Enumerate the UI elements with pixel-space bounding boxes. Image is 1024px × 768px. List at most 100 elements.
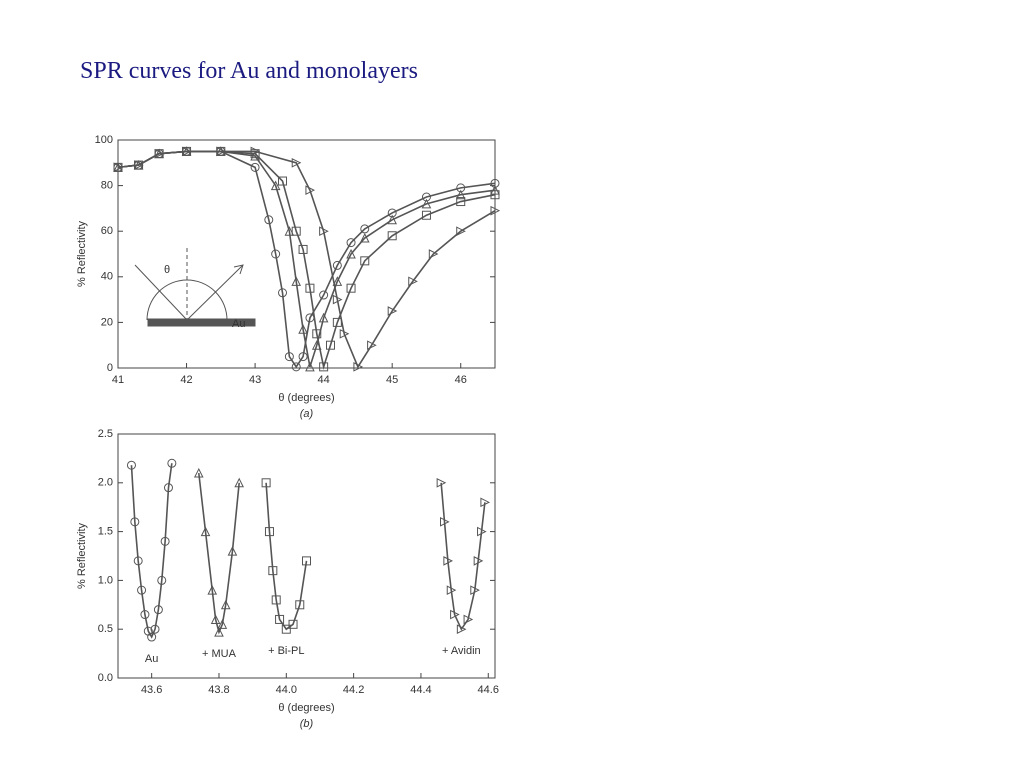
marker <box>160 536 170 546</box>
marker <box>214 627 224 637</box>
marker <box>387 231 397 241</box>
x-tick-label: 41 <box>112 374 124 386</box>
marker <box>271 249 281 259</box>
marker <box>367 340 377 351</box>
marker <box>134 160 144 170</box>
marker <box>193 467 204 478</box>
marker <box>133 556 143 566</box>
x-tick-label: 44 <box>318 374 330 386</box>
caption: (b) <box>300 718 314 730</box>
marker <box>216 146 226 157</box>
series-label: + Avidin <box>442 645 481 657</box>
marker <box>291 226 301 236</box>
marker <box>440 517 450 527</box>
marker <box>154 148 165 159</box>
marker <box>421 198 432 209</box>
marker <box>421 210 431 220</box>
series-line <box>265 482 308 631</box>
marker <box>490 205 501 216</box>
x-tick-label: 44.2 <box>343 684 364 696</box>
marker <box>305 185 316 195</box>
marker <box>319 362 329 372</box>
y-tick-label: 40 <box>101 271 113 283</box>
marker <box>182 146 192 157</box>
y-tick-label: 80 <box>101 180 113 192</box>
y-tick-label: 1.5 <box>98 526 113 538</box>
marker <box>387 208 397 218</box>
marker <box>490 185 500 195</box>
marker <box>220 599 231 610</box>
marker <box>147 632 157 642</box>
inset-arrow <box>233 264 244 275</box>
marker <box>387 214 397 225</box>
y-tick-label: 0.0 <box>98 672 113 684</box>
marker <box>288 619 298 629</box>
caption: (a) <box>300 408 314 420</box>
marker <box>140 610 150 620</box>
inset-incident <box>134 264 188 321</box>
marker <box>271 595 281 605</box>
marker <box>284 226 295 236</box>
marker <box>298 324 308 334</box>
marker <box>227 546 238 556</box>
x-tick-label: 45 <box>386 374 398 386</box>
y-tick-label: 2.5 <box>98 428 113 440</box>
marker <box>332 294 343 305</box>
inset-film <box>147 318 256 327</box>
series-line <box>440 482 486 631</box>
x-tick-label: 42 <box>180 374 192 386</box>
marker <box>332 260 342 270</box>
marker <box>210 614 221 624</box>
x-tick-label: 43 <box>249 374 261 386</box>
marker <box>291 362 301 372</box>
marker <box>295 600 305 610</box>
marker <box>346 248 356 259</box>
y-tick-label: 60 <box>101 225 113 237</box>
marker <box>200 526 211 537</box>
marker <box>291 157 302 168</box>
marker <box>446 585 457 595</box>
inset-diagram <box>134 248 256 327</box>
marker <box>264 527 274 537</box>
marker <box>456 183 466 193</box>
marker <box>250 146 261 157</box>
y-tick-label: 2.0 <box>98 477 113 489</box>
marker <box>126 460 136 470</box>
marker <box>339 328 350 339</box>
marker <box>130 517 140 527</box>
marker <box>291 276 302 286</box>
y-tick-label: 1.0 <box>98 574 113 586</box>
marker <box>278 176 288 186</box>
inset-reflected <box>186 264 244 321</box>
marker <box>298 244 308 254</box>
marker <box>275 614 285 624</box>
marker <box>150 624 160 634</box>
marker <box>480 497 491 508</box>
marker <box>408 276 418 287</box>
marker <box>450 609 460 620</box>
marker <box>346 238 356 248</box>
marker <box>360 224 370 234</box>
x-tick-label: 44.4 <box>410 684 431 696</box>
marker <box>217 619 228 629</box>
marker <box>157 575 167 585</box>
series-line <box>117 150 496 369</box>
marker <box>477 526 487 537</box>
x-axis-label: θ (degrees) <box>278 702 334 714</box>
marker <box>278 288 288 298</box>
y-axis-label: % Reflectivity <box>76 220 88 287</box>
marker <box>305 361 315 372</box>
marker <box>163 483 173 493</box>
x-tick-label: 44.0 <box>276 684 297 696</box>
marker <box>302 556 311 566</box>
marker <box>456 197 466 207</box>
marker <box>353 362 364 372</box>
marker <box>319 226 329 237</box>
x-tick-label: 44.6 <box>478 684 499 696</box>
inset-theta: θ <box>164 264 170 276</box>
marker <box>167 458 177 468</box>
marker <box>318 312 329 323</box>
marker <box>359 232 370 243</box>
marker <box>455 189 466 200</box>
